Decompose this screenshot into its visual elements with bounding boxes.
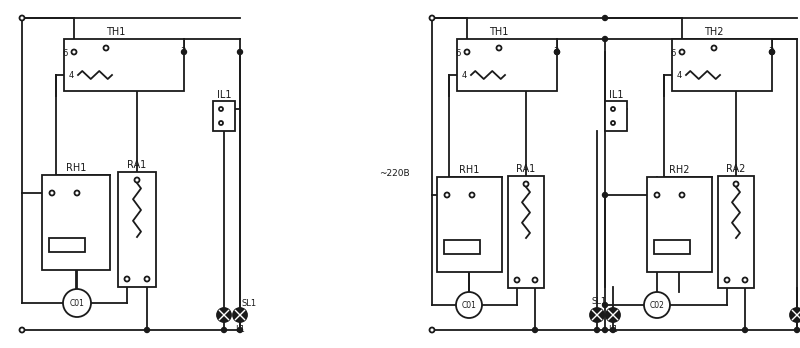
Text: RH1: RH1: [66, 163, 86, 173]
Text: L1: L1: [235, 324, 245, 333]
Bar: [718, 176, 754, 288]
Bar: [508, 176, 544, 288]
Circle shape: [134, 177, 139, 182]
Text: IL1: IL1: [609, 90, 623, 100]
Circle shape: [19, 16, 25, 21]
Bar: [42, 175, 110, 270]
Circle shape: [71, 49, 77, 55]
Circle shape: [523, 182, 529, 187]
Circle shape: [470, 192, 474, 198]
Circle shape: [790, 308, 800, 322]
Circle shape: [222, 327, 226, 332]
Circle shape: [465, 49, 470, 55]
Circle shape: [430, 327, 434, 332]
Circle shape: [219, 107, 223, 111]
Text: 6: 6: [62, 48, 68, 57]
Circle shape: [430, 16, 434, 21]
Bar: [654, 240, 690, 254]
Text: 3: 3: [180, 47, 186, 56]
Circle shape: [238, 49, 242, 55]
Text: 4: 4: [462, 71, 467, 79]
Circle shape: [50, 190, 54, 196]
Circle shape: [497, 46, 502, 50]
Circle shape: [238, 327, 242, 332]
Text: C02: C02: [650, 301, 665, 309]
Text: SL1: SL1: [242, 299, 257, 308]
Circle shape: [554, 49, 559, 55]
Text: C01: C01: [462, 301, 477, 309]
Circle shape: [711, 46, 717, 50]
Text: 6: 6: [456, 48, 461, 57]
Bar: [118, 172, 156, 287]
Bar: [49, 238, 85, 252]
Circle shape: [514, 277, 519, 283]
Circle shape: [654, 192, 659, 198]
Circle shape: [590, 308, 604, 322]
Circle shape: [19, 327, 25, 332]
Bar: [647, 177, 712, 272]
Text: 3: 3: [553, 47, 558, 56]
Circle shape: [602, 37, 607, 41]
Circle shape: [533, 327, 538, 332]
Text: TH1: TH1: [490, 27, 509, 37]
Circle shape: [594, 327, 599, 332]
Circle shape: [770, 49, 774, 55]
Text: 6: 6: [670, 48, 676, 57]
Circle shape: [145, 277, 150, 282]
Text: RA1: RA1: [516, 164, 536, 174]
Circle shape: [103, 46, 109, 50]
Circle shape: [602, 302, 607, 308]
Circle shape: [611, 107, 615, 111]
Circle shape: [742, 277, 747, 283]
Circle shape: [602, 327, 607, 332]
Text: RA1: RA1: [127, 160, 146, 170]
Text: 3: 3: [768, 47, 774, 56]
Text: 4: 4: [69, 71, 74, 79]
Circle shape: [456, 292, 482, 318]
Text: RH1: RH1: [459, 165, 480, 175]
Circle shape: [219, 121, 223, 125]
Circle shape: [445, 192, 450, 198]
Text: C01: C01: [70, 299, 85, 308]
Circle shape: [554, 49, 559, 55]
Circle shape: [602, 16, 607, 21]
Circle shape: [74, 190, 79, 196]
Circle shape: [125, 277, 130, 282]
Bar: [437, 177, 502, 272]
Text: SL1: SL1: [591, 296, 606, 306]
Bar: [672, 39, 772, 91]
Bar: [605, 101, 627, 131]
Circle shape: [734, 182, 738, 187]
Circle shape: [182, 49, 186, 55]
Text: TH1: TH1: [106, 27, 126, 37]
Circle shape: [533, 277, 538, 283]
Text: TH2: TH2: [704, 27, 724, 37]
Circle shape: [742, 327, 747, 332]
Circle shape: [770, 49, 774, 55]
Bar: [457, 39, 557, 91]
Text: RA2: RA2: [726, 164, 746, 174]
Text: ~220B: ~220B: [379, 169, 410, 179]
Circle shape: [606, 308, 620, 322]
Text: RH2: RH2: [670, 165, 690, 175]
Circle shape: [679, 49, 685, 55]
Circle shape: [610, 327, 615, 332]
Circle shape: [63, 289, 91, 317]
Circle shape: [602, 192, 607, 198]
Circle shape: [611, 121, 615, 125]
Text: L1: L1: [608, 324, 618, 333]
Circle shape: [794, 327, 799, 332]
Circle shape: [725, 277, 730, 283]
Circle shape: [644, 292, 670, 318]
Bar: [444, 240, 480, 254]
Circle shape: [217, 308, 231, 322]
Circle shape: [679, 192, 685, 198]
Bar: [213, 101, 235, 131]
Bar: [64, 39, 184, 91]
Circle shape: [233, 308, 247, 322]
Text: 4: 4: [677, 71, 682, 79]
Circle shape: [145, 327, 150, 332]
Text: IL1: IL1: [217, 90, 231, 100]
